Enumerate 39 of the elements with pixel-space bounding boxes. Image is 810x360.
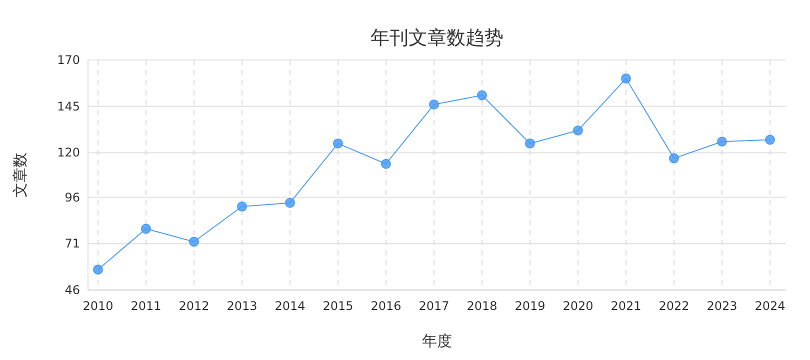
point	[765, 134, 775, 145]
y-tick-label: 145	[57, 99, 80, 114]
point	[573, 125, 583, 136]
point	[669, 153, 679, 164]
point	[381, 158, 391, 169]
x-tick-label: 2023	[706, 299, 738, 313]
x-tick-label: 2018	[466, 299, 498, 313]
point	[429, 100, 439, 110]
x-tick-label: 2015	[322, 299, 354, 313]
y-tick-label: 96	[64, 190, 80, 204]
point	[93, 264, 103, 275]
y-tick-label: 46	[64, 283, 80, 297]
point	[333, 138, 343, 148]
x-tick-label: 2014	[274, 299, 306, 313]
y-axis-title: 文章数	[11, 152, 29, 198]
point	[189, 236, 199, 247]
point	[285, 198, 295, 208]
point	[477, 90, 487, 100]
x-axis-title: 年度	[422, 332, 452, 350]
point	[717, 136, 727, 147]
chart-title: 年刊文章数趋势	[370, 27, 504, 49]
point	[621, 74, 631, 84]
x-tick-label: 2012	[178, 299, 210, 313]
x-tick-label: 2017	[418, 299, 450, 313]
point	[141, 224, 151, 234]
y-tick-label: 71	[64, 236, 80, 251]
x-tick-label: 2019	[514, 299, 546, 313]
x-tick-label: 2022	[658, 299, 690, 313]
point	[237, 202, 247, 212]
x-tick-label: 2021	[610, 299, 642, 313]
x-tick-label: 2013	[226, 299, 258, 313]
x-tick-label: 2010	[82, 299, 114, 313]
x-tick-label: 2016	[370, 299, 402, 313]
x-tick-label: 2024	[754, 299, 786, 313]
y-tick-label: 120	[57, 146, 80, 160]
y-tick-label: 170	[57, 53, 80, 67]
point	[525, 138, 535, 148]
x-tick-label: 2020	[562, 299, 594, 313]
x-tick-label: 2011	[130, 299, 162, 313]
